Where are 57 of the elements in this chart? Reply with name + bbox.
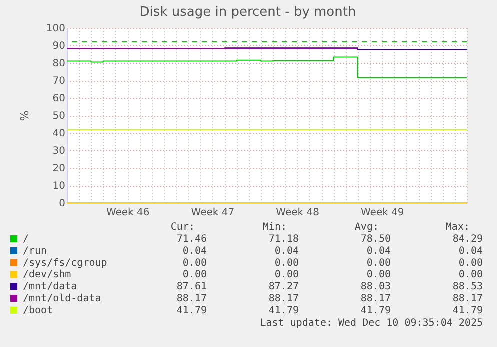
text: 0.00 (458, 270, 483, 281)
y-tick-label: 40 (52, 128, 66, 140)
text: 0.00 (366, 270, 391, 281)
y-axis-title: % (18, 110, 32, 122)
legend-label: / (23, 234, 30, 245)
text: Min: (262, 222, 287, 233)
y-tick-label: 50 (52, 111, 66, 122)
text: 84.29 (452, 234, 483, 245)
legend-label: /run (23, 246, 48, 257)
text: 88.17 (176, 294, 207, 304)
text: 0.00 (182, 270, 207, 281)
text: 88.53 (452, 282, 483, 293)
text: 41.79 (360, 305, 391, 316)
text: 78.50 (360, 234, 391, 245)
text: 88.17 (360, 294, 391, 304)
y-tick-label: 10 (52, 181, 66, 192)
text: Avg: (354, 222, 379, 233)
text: 0.04 (274, 246, 299, 257)
y-tick-label: 80 (52, 58, 66, 70)
y-tick-label: 0 (59, 198, 66, 210)
text: 0.04 (182, 246, 207, 257)
y-tick-label: 30 (52, 146, 66, 157)
x-tick-label: Week 49 (360, 208, 404, 218)
legend-label: /boot (23, 305, 54, 316)
text: 88.17 (452, 294, 483, 304)
x-tick-label: Week 48 (276, 208, 320, 218)
text: 41.79 (268, 305, 299, 316)
text: 0.04 (458, 246, 483, 257)
text: 87.27 (268, 282, 299, 293)
text: 71.46 (176, 234, 207, 245)
text: Cur: (170, 222, 195, 233)
text: 41.79 (452, 305, 483, 316)
y-tick-label: 20 (52, 164, 66, 174)
x-tick-label: Week 46 (106, 208, 150, 218)
legend-label: /dev/shm (23, 270, 72, 281)
text: 0.00 (274, 258, 299, 269)
chart-title: Disk usage in percent - by month (140, 5, 356, 20)
text: 71.18 (268, 234, 299, 245)
y-tick-label: 100 (46, 24, 66, 34)
text: 0.04 (366, 246, 391, 257)
legend-label: /mnt/old-data (23, 294, 102, 304)
text: 88.17 (268, 294, 299, 304)
x-tick-label: Week 47 (191, 208, 235, 218)
text: Max: (446, 222, 470, 233)
text: 0.00 (366, 258, 391, 269)
text: Last update: Wed Dec 10 09:35:04 2025 (260, 318, 483, 329)
legend-label: /mnt/data (23, 282, 78, 293)
text: 0.00 (182, 258, 207, 269)
text: 41.79 (176, 305, 207, 316)
y-tick-label: 90 (52, 41, 66, 52)
text: 88.03 (360, 282, 391, 293)
text: 0.00 (274, 270, 299, 281)
text: 0.00 (458, 258, 483, 269)
y-tick-label: 70 (52, 76, 66, 87)
text: 87.61 (176, 282, 207, 293)
y-tick-label: 60 (52, 94, 66, 104)
legend-label: /sys/fs/cgroup (23, 258, 108, 269)
